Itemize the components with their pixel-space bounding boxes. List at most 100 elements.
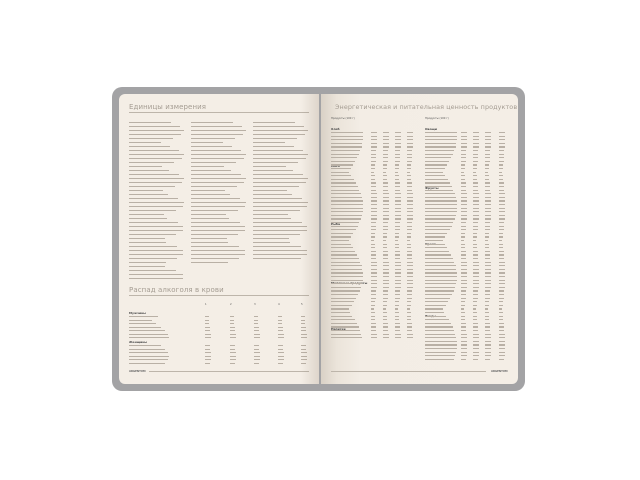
text-line <box>395 204 401 206</box>
text-line <box>371 229 376 231</box>
text-line <box>395 261 401 263</box>
text-line <box>425 211 457 213</box>
text-line <box>473 250 478 253</box>
text-line <box>383 229 388 231</box>
text-line <box>371 175 375 177</box>
text-line <box>383 200 389 202</box>
text-line <box>473 268 479 271</box>
text-line <box>253 166 287 168</box>
text-line <box>473 157 478 159</box>
text-line <box>473 304 477 307</box>
text-line <box>485 135 491 137</box>
text-line <box>461 358 467 361</box>
text-line <box>499 247 504 249</box>
text-line <box>407 232 412 235</box>
text-line <box>425 272 457 274</box>
text-line <box>473 312 477 314</box>
text-line <box>129 323 156 325</box>
text-line <box>331 146 362 148</box>
text-line <box>425 204 457 206</box>
text-line <box>485 211 491 213</box>
text-line <box>371 276 377 278</box>
text-line <box>253 226 308 228</box>
text-line <box>425 247 448 249</box>
text-line <box>301 323 305 325</box>
text-line <box>473 139 479 141</box>
text-line <box>473 330 479 332</box>
text-line <box>253 122 295 124</box>
text-line <box>499 312 503 314</box>
text-line <box>485 294 491 296</box>
text-line <box>278 348 284 350</box>
text-line <box>278 355 284 357</box>
text-line <box>473 196 479 199</box>
text-line <box>473 207 479 209</box>
alcohol-group-women: Женщины <box>129 340 147 344</box>
text-line <box>461 247 466 249</box>
text-line <box>331 304 352 307</box>
text-line <box>129 234 177 236</box>
text-line <box>331 225 358 227</box>
text-line <box>129 222 178 224</box>
text-line <box>485 322 490 325</box>
text-line <box>473 276 479 278</box>
text-line <box>395 153 401 155</box>
text-line <box>425 171 443 173</box>
text-line <box>461 333 467 335</box>
text-line <box>278 362 284 364</box>
text-line <box>499 276 505 278</box>
text-line <box>499 301 504 303</box>
text-line <box>331 189 360 191</box>
text-line <box>383 279 389 281</box>
text-line <box>485 250 490 253</box>
text-line <box>331 164 353 166</box>
text-line <box>331 258 359 260</box>
text-line <box>485 344 491 346</box>
text-line <box>253 230 307 232</box>
text-line <box>331 196 362 199</box>
text-line <box>331 308 350 310</box>
text-line <box>254 362 260 364</box>
text-line <box>407 268 413 271</box>
text-line <box>407 164 412 166</box>
text-line <box>383 247 388 249</box>
text-line <box>461 218 467 220</box>
text-line <box>383 207 389 209</box>
text-line <box>473 247 478 249</box>
text-line <box>473 279 479 281</box>
text-line <box>129 319 153 321</box>
text-line <box>395 247 400 249</box>
text-line <box>395 290 401 292</box>
text-line <box>205 348 211 350</box>
text-line <box>461 232 466 235</box>
divider <box>129 295 309 296</box>
text-line <box>129 362 166 364</box>
text-line <box>278 326 283 328</box>
text-line <box>499 351 505 353</box>
text-line <box>485 330 491 332</box>
text-line <box>425 232 448 235</box>
text-line <box>331 268 363 271</box>
text-line <box>407 189 413 191</box>
text-line <box>254 323 258 325</box>
text-line <box>499 236 503 238</box>
text-line <box>395 333 401 335</box>
text-line <box>395 193 401 195</box>
text-line <box>129 162 174 164</box>
text-line <box>425 294 452 296</box>
nutrition-title: Энергетическая и питательная ценность пр… <box>335 103 518 111</box>
text-line <box>129 146 170 148</box>
text-line <box>407 214 413 217</box>
text-line <box>461 139 467 141</box>
text-line <box>253 242 290 244</box>
text-line <box>485 153 491 155</box>
text-line <box>371 250 376 253</box>
text-line <box>331 171 349 173</box>
text-line <box>371 279 377 281</box>
text-line <box>395 182 400 184</box>
text-line <box>485 150 491 152</box>
text-line <box>371 168 375 170</box>
text-line <box>331 153 359 155</box>
text-line <box>473 164 478 166</box>
text-line <box>407 304 411 307</box>
